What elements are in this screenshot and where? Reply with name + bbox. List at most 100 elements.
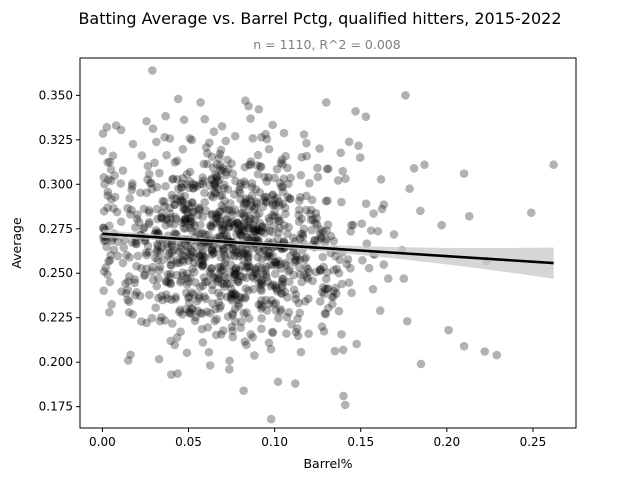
data-point [286,173,295,183]
data-point [311,267,321,277]
data-point [155,316,165,326]
data-point [217,122,227,131]
data-point [202,307,212,317]
data-point [127,205,136,215]
data-point [267,295,276,305]
data-point [208,192,218,202]
data-point [262,306,272,315]
data-point [271,283,281,292]
data-point [330,346,340,356]
data-point [216,145,226,155]
data-point [291,327,301,337]
data-point [272,164,282,174]
data-point [121,288,131,298]
data-point [268,260,278,270]
data-point [230,220,240,229]
data-point [262,134,272,144]
data-point [163,239,172,248]
data-point [296,229,306,239]
data-point [211,209,221,219]
data-point [181,216,190,226]
data-point [347,288,356,298]
data-point [187,304,197,313]
data-point [354,141,363,150]
chart-title: Batting Average vs. Barrel Pctg, qualifi… [78,9,561,28]
data-point [211,218,221,228]
data-point [379,260,389,269]
data-point [195,283,205,292]
data-point [244,160,254,170]
data-point [144,247,154,257]
data-point [196,179,205,189]
data-point [254,209,264,218]
data-point [234,292,244,302]
data-point [98,146,107,155]
data-point [117,287,126,296]
data-point [261,295,271,305]
data-point [205,181,215,191]
data-point [228,310,237,320]
data-point [340,400,350,410]
data-point [228,210,238,220]
data-point [216,291,226,301]
data-point [239,202,248,211]
data-point [188,207,197,217]
data-point [185,306,194,316]
data-point [185,250,195,259]
data-point [219,245,229,254]
data-point [357,219,367,228]
data-point [230,205,240,214]
data-point [142,188,151,198]
data-point [168,175,177,184]
data-point [375,306,385,315]
data-point [326,231,336,241]
data-point [185,177,195,186]
data-point [147,184,157,194]
data-point [251,184,261,194]
data-point [148,275,158,284]
data-point [196,308,205,318]
data-point [118,258,128,268]
data-point [260,192,269,202]
data-point [293,331,303,341]
data-point [294,298,303,308]
data-point [214,153,224,163]
data-point [268,328,278,338]
data-point [135,291,145,301]
data-point [270,195,279,204]
data-point [316,265,325,275]
data-point [262,192,271,202]
data-point [193,306,203,316]
data-point [270,211,279,221]
data-point [191,313,200,322]
data-point [109,203,118,213]
data-point [175,307,184,317]
data-point [184,256,193,265]
data-point [492,350,502,360]
data-point [183,199,193,209]
data-point [244,205,254,214]
data-point [296,192,305,202]
data-point [244,313,254,323]
data-point [361,199,371,209]
data-point [295,196,304,206]
data-point [237,317,246,326]
data-point [240,162,250,172]
data-point [376,175,386,184]
data-point [164,277,173,287]
data-point [137,317,146,326]
data-point [271,258,281,267]
data-point [321,309,330,319]
data-point [276,307,286,316]
data-point [265,216,274,226]
data-point [262,272,271,282]
data-point [208,218,218,228]
data-point [212,314,221,324]
data-point [169,245,178,255]
data-point [222,292,232,302]
data-point [295,263,304,272]
data-point [236,194,245,204]
data-point [266,414,276,424]
data-point [208,272,218,282]
